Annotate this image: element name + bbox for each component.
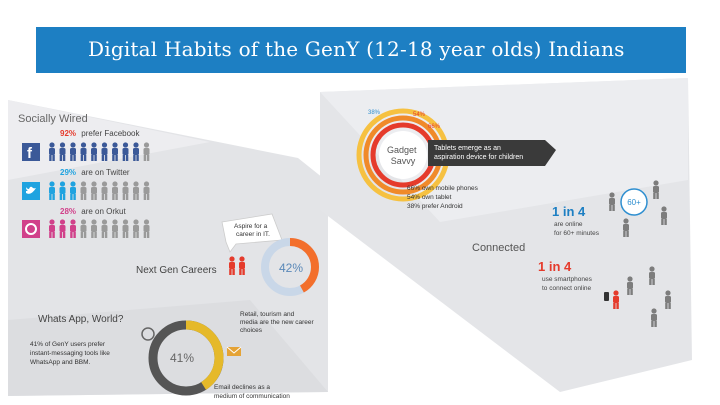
socially-wired-section: Socially Wired 92% prefer Facebook f 29%… bbox=[18, 113, 150, 238]
stat1-text: are online for 60+ minutes bbox=[554, 221, 600, 237]
whatsapp-text: 41% of GenY users prefer instant-messagi… bbox=[30, 341, 112, 366]
whatsapp-section: Whats App, World? 41% of GenY users pref… bbox=[30, 314, 290, 400]
aspire-text: Aspire for a career in IT. bbox=[234, 223, 270, 238]
careers-pct: 42% bbox=[279, 261, 303, 275]
aspire-callout bbox=[221, 213, 283, 253]
stat1-ratio: 1 in 4 bbox=[552, 204, 586, 219]
gadget-title: Gadget Savvy bbox=[387, 145, 419, 166]
gadget-section: Gadget Savvy 38% 54% 66% Tablets emerge … bbox=[356, 108, 556, 210]
orkut-icon bbox=[22, 220, 40, 238]
chat-icon bbox=[141, 327, 155, 341]
ring-label-66: 66% bbox=[428, 124, 441, 130]
whatsapp-ring-value bbox=[148, 320, 224, 396]
connected-title: Connected bbox=[472, 242, 525, 254]
page-title: Digital Habits of the GenY (12-18 year o… bbox=[88, 37, 625, 61]
careers-ring-value bbox=[261, 238, 319, 296]
badge-60plus-label: 60+ bbox=[627, 198, 641, 207]
ring-label-54: 54% bbox=[413, 112, 426, 118]
email-icon bbox=[227, 347, 241, 356]
stat2-text: use smartphones to connect online bbox=[542, 276, 594, 292]
smartphone-icon bbox=[604, 292, 609, 301]
gadget-tagline: Tablets emerge as an aspiration device f… bbox=[434, 145, 523, 161]
title-banner: Digital Habits of the GenY (12-18 year o… bbox=[36, 27, 686, 73]
stat2-ratio: 1 in 4 bbox=[538, 259, 572, 274]
orkut-stat: 28% are on Orkut bbox=[60, 207, 126, 216]
careers-title: Next Gen Careers bbox=[136, 265, 217, 276]
tagline-banner bbox=[428, 140, 556, 166]
twitter-stat: 29% are on Twitter bbox=[60, 168, 130, 177]
careers-section: Aspire for a career in IT. Next Gen Care… bbox=[136, 213, 319, 334]
svg-text:f: f bbox=[27, 145, 33, 162]
facebook-stat: 92% prefer Facebook bbox=[60, 129, 141, 138]
careers-note: Retail, tourism and media are the new ca… bbox=[240, 311, 316, 334]
socially-wired-title: Socially Wired bbox=[18, 113, 88, 125]
connected-section: Connected 1 in 4 are online for 60+ minu… bbox=[472, 180, 671, 327]
whatsapp-pct: 41% bbox=[170, 351, 194, 365]
badge-60plus bbox=[620, 188, 648, 216]
email-text: Email declines as a medium of communicat… bbox=[214, 384, 290, 400]
ring-label-38: 38% bbox=[368, 110, 381, 116]
facebook-icon bbox=[22, 143, 40, 161]
gadget-stats: 66% own mobile phones 54% own tablet 38%… bbox=[407, 185, 480, 210]
gadget-center bbox=[379, 131, 427, 179]
whatsapp-title: Whats App, World? bbox=[38, 314, 124, 325]
